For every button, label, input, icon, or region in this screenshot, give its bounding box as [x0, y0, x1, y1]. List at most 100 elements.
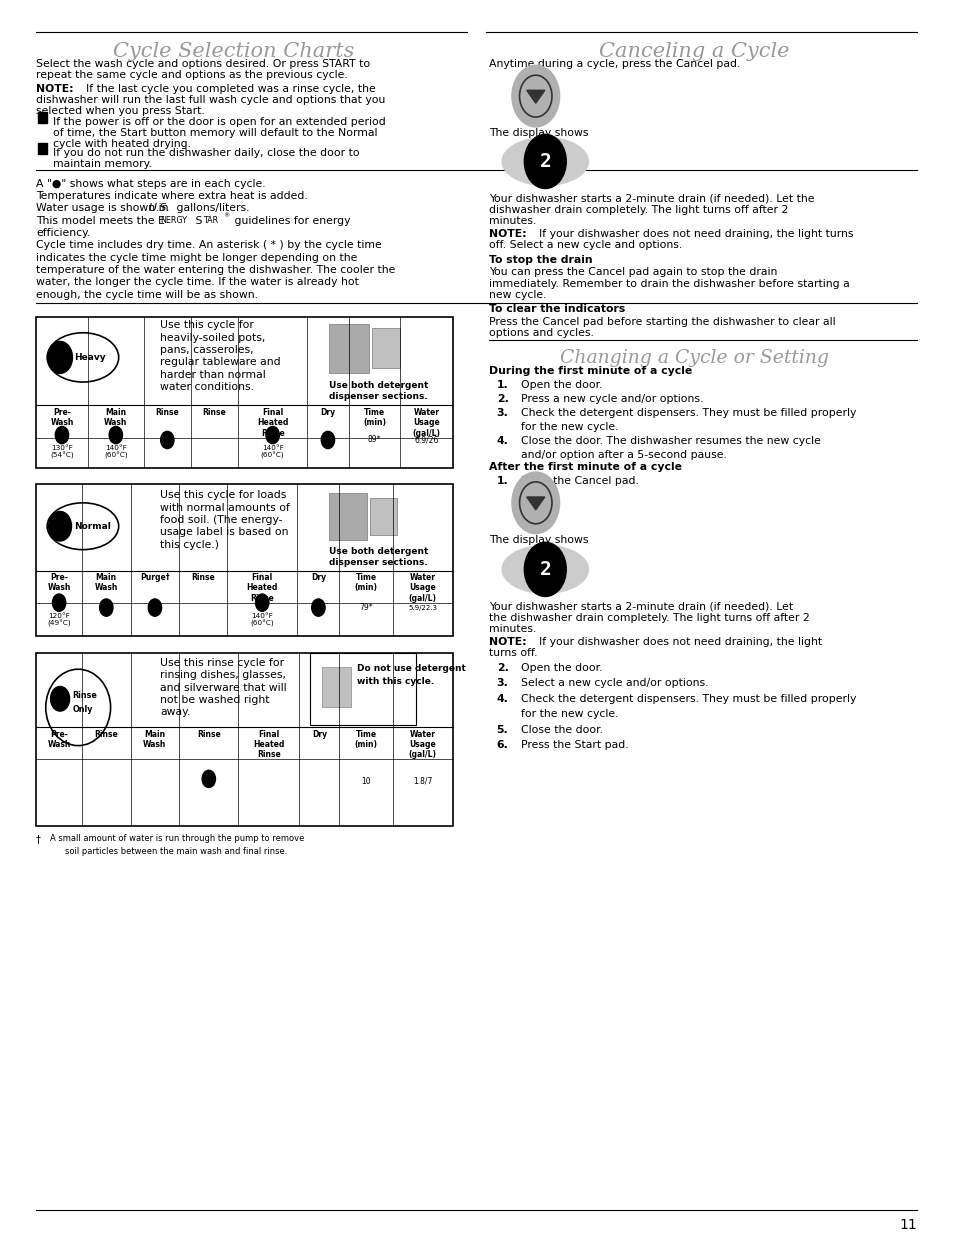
Text: cycle with heated drying.: cycle with heated drying. — [53, 140, 192, 149]
Text: away.: away. — [160, 708, 191, 718]
Text: turns off.: turns off. — [489, 648, 537, 658]
Text: Main
Wash: Main Wash — [143, 730, 167, 748]
Text: Rinse: Rinse — [155, 408, 179, 417]
Text: Water
Usage
(gal/L): Water Usage (gal/L) — [409, 573, 436, 603]
Text: the dishwasher drain completely. The light turns off after 2: the dishwasher drain completely. The lig… — [489, 613, 809, 622]
Text: maintain memory.: maintain memory. — [53, 159, 152, 169]
Circle shape — [49, 511, 71, 541]
Text: Pre-
Wash: Pre- Wash — [48, 730, 71, 748]
Text: Press the Start pad.: Press the Start pad. — [520, 740, 627, 750]
Circle shape — [160, 431, 173, 448]
Text: 6.9/26: 6.9/26 — [414, 436, 438, 445]
Text: If the last cycle you completed was a rinse cycle, the: If the last cycle you completed was a ri… — [86, 84, 375, 94]
Text: 130°F
(54°C): 130°F (54°C) — [51, 445, 73, 459]
Text: dispenser sections.: dispenser sections. — [329, 558, 427, 567]
Text: If your dishwasher does not need draining, the light turns: If your dishwasher does not need drainin… — [538, 230, 852, 240]
Text: Press a new cycle and/or options.: Press a new cycle and/or options. — [520, 394, 702, 404]
Ellipse shape — [501, 545, 589, 594]
Text: †: † — [36, 835, 41, 845]
Text: usage label is based on: usage label is based on — [160, 527, 289, 537]
Text: Your dishwasher starts a 2-minute drain (if needed). Let: Your dishwasher starts a 2-minute drain … — [489, 601, 792, 611]
Text: 140°F
(60°C): 140°F (60°C) — [250, 613, 274, 627]
Text: 1.: 1. — [497, 379, 508, 389]
Circle shape — [109, 426, 122, 443]
Text: Open the door.: Open the door. — [520, 379, 601, 389]
Text: dishwasher drain completely. The light turns off after 2: dishwasher drain completely. The light t… — [489, 205, 787, 215]
Polygon shape — [526, 496, 544, 510]
Text: food soil. (The energy-: food soil. (The energy- — [160, 515, 282, 525]
Text: Select a new cycle and/or options.: Select a new cycle and/or options. — [520, 678, 707, 688]
Circle shape — [51, 687, 70, 711]
Text: new cycle.: new cycle. — [489, 290, 546, 300]
Text: ®: ® — [223, 214, 229, 219]
Text: If the power is off or the door is open for an extended period: If the power is off or the door is open … — [53, 117, 386, 127]
Text: water, the longer the cycle time. If the water is already hot: water, the longer the cycle time. If the… — [36, 278, 358, 288]
Text: If you do not run the dishwasher daily, close the door to: If you do not run the dishwasher daily, … — [53, 148, 359, 158]
Text: 140°F
(60°C): 140°F (60°C) — [104, 445, 128, 459]
Text: 2.: 2. — [497, 663, 508, 673]
Circle shape — [321, 431, 335, 448]
Text: this cycle.): this cycle.) — [160, 540, 219, 550]
Text: A small amount of water is run through the pump to remove: A small amount of water is run through t… — [50, 835, 304, 844]
Text: 4.: 4. — [497, 694, 508, 704]
Text: 5.9/22.3: 5.9/22.3 — [408, 605, 436, 610]
Bar — [38, 143, 47, 154]
Text: Pre-
Wash: Pre- Wash — [51, 408, 73, 427]
Text: 140°F
(60°C): 140°F (60°C) — [260, 445, 284, 459]
Circle shape — [312, 599, 325, 616]
Circle shape — [48, 341, 72, 373]
Text: immediately. Remember to drain the dishwasher before starting a: immediately. Remember to drain the dishw… — [489, 279, 849, 289]
Text: If your dishwasher does not need draining, the light: If your dishwasher does not need drainin… — [538, 637, 821, 647]
Circle shape — [99, 599, 112, 616]
Text: Changing a Cycle or Setting: Changing a Cycle or Setting — [558, 348, 827, 367]
Text: 79*: 79* — [359, 603, 373, 613]
Text: and silverware that will: and silverware that will — [160, 683, 287, 693]
Text: Use this cycle for: Use this cycle for — [160, 320, 253, 331]
Text: Rinse: Rinse — [72, 690, 97, 699]
Text: enough, the cycle time will be as shown.: enough, the cycle time will be as shown. — [36, 290, 258, 300]
Text: Dry: Dry — [311, 573, 326, 582]
Text: The display shows: The display shows — [489, 535, 588, 545]
FancyBboxPatch shape — [36, 653, 453, 826]
Text: Use this rinse cycle for: Use this rinse cycle for — [160, 658, 284, 668]
Circle shape — [266, 426, 279, 443]
Text: Purge†: Purge† — [140, 573, 170, 582]
Text: Main
Wash: Main Wash — [94, 573, 118, 593]
Text: Dry: Dry — [312, 730, 327, 739]
Text: pans, casseroles,: pans, casseroles, — [160, 345, 253, 356]
Text: off. Select a new cycle and options.: off. Select a new cycle and options. — [489, 241, 681, 251]
Text: Open the door.: Open the door. — [520, 663, 601, 673]
Text: rinsing dishes, glasses,: rinsing dishes, glasses, — [160, 671, 286, 680]
Text: Check the detergent dispensers. They must be filled properly: Check the detergent dispensers. They mus… — [520, 694, 855, 704]
Text: water conditions.: water conditions. — [160, 382, 253, 391]
Text: Use both detergent: Use both detergent — [329, 547, 428, 556]
FancyBboxPatch shape — [372, 327, 400, 368]
Text: regular tableware and: regular tableware and — [160, 357, 280, 367]
Text: Water usage is shown in: Water usage is shown in — [36, 204, 172, 214]
Ellipse shape — [47, 332, 118, 382]
Ellipse shape — [46, 669, 111, 746]
Text: efficiency.: efficiency. — [36, 228, 91, 238]
Text: for the new cycle.: for the new cycle. — [520, 709, 618, 719]
Text: Time
(min): Time (min) — [355, 730, 377, 748]
FancyBboxPatch shape — [370, 498, 396, 535]
Text: Rinse: Rinse — [191, 573, 214, 582]
Text: 120°F
(49°C): 120°F (49°C) — [48, 613, 71, 627]
Text: 2: 2 — [538, 559, 551, 579]
Text: Select the wash cycle and options desired. Or press START to: Select the wash cycle and options desire… — [36, 59, 370, 69]
Text: Water
Usage
(gal/L): Water Usage (gal/L) — [409, 730, 436, 760]
Polygon shape — [526, 90, 544, 104]
Text: Press the Cancel pad before starting the dishwasher to clear all: Press the Cancel pad before starting the… — [489, 316, 835, 327]
Text: Use this cycle for loads: Use this cycle for loads — [160, 490, 286, 500]
Text: Anytime during a cycle, press the Cancel pad.: Anytime during a cycle, press the Cancel… — [489, 59, 740, 69]
Circle shape — [202, 771, 215, 788]
Text: soil particles between the main wash and final rinse.: soil particles between the main wash and… — [65, 847, 287, 856]
Text: To stop the drain: To stop the drain — [489, 256, 592, 266]
Text: To clear the indicators: To clear the indicators — [489, 304, 624, 315]
Text: You can press the Cancel pad again to stop the drain: You can press the Cancel pad again to st… — [489, 268, 777, 278]
Text: indicates the cycle time might be longer depending on the: indicates the cycle time might be longer… — [36, 253, 357, 263]
FancyBboxPatch shape — [329, 493, 367, 540]
Text: S: S — [192, 216, 202, 226]
Text: Dry: Dry — [320, 408, 335, 417]
Circle shape — [55, 426, 69, 443]
